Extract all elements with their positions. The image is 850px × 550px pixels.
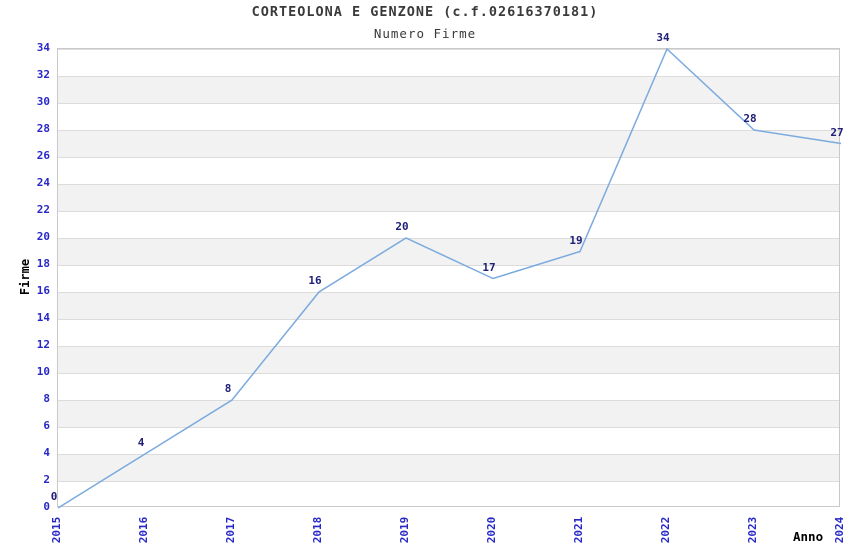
- y-tick-label: 4: [43, 446, 50, 459]
- y-tick-label: 32: [36, 68, 50, 81]
- y-tick-label: 24: [36, 176, 50, 189]
- y-tick-label: 18: [36, 257, 50, 270]
- data-point-label: 27: [830, 125, 844, 139]
- y-tick-label: 8: [43, 392, 50, 405]
- y-tick-label: 16: [36, 284, 50, 297]
- y-tick-label: 28: [36, 122, 50, 135]
- chart-title: CORTEOLONA E GENZONE (c.f.02616370181): [251, 4, 599, 20]
- x-tick-label: 2022: [659, 516, 672, 544]
- y-tick-label: 30: [36, 95, 50, 108]
- plot-area: [57, 47, 842, 509]
- x-tick-label: 2017: [224, 516, 237, 544]
- y-tick-label: 34: [36, 41, 50, 54]
- line-series-path: [57, 47, 842, 509]
- x-tick-label: 2021: [572, 516, 585, 544]
- data-point-label: 19: [569, 233, 583, 247]
- x-tick-label: 2015: [50, 516, 63, 544]
- x-tick-label: 2024: [833, 516, 846, 544]
- data-point-label: 20: [395, 220, 409, 233]
- data-point-label: 34: [656, 31, 670, 44]
- x-tick-label: 2020: [485, 516, 498, 544]
- data-point-label: 0: [50, 490, 58, 503]
- y-tick-label: 6: [43, 419, 50, 432]
- x-tick-label: 2016: [137, 516, 150, 544]
- line-series: [57, 47, 842, 509]
- y-axis-title: Firme: [18, 258, 32, 296]
- x-axis-title: Anno: [793, 529, 824, 544]
- y-tick-label: 0: [43, 500, 50, 513]
- x-tick-label: 2023: [746, 516, 759, 544]
- chart-subtitle: Numero Firme: [373, 26, 477, 41]
- y-tick-label: 20: [36, 230, 50, 243]
- y-tick-label: 22: [36, 203, 50, 216]
- y-tick-label: 26: [36, 149, 50, 162]
- y-tick-label: 12: [36, 338, 50, 351]
- data-point-label: 28: [743, 112, 757, 125]
- y-tick-label: 2: [43, 473, 50, 486]
- x-tick-label: 2018: [311, 516, 324, 544]
- data-point-label: 8: [224, 382, 232, 395]
- y-tick-label: 10: [36, 365, 50, 378]
- y-tick-label: 14: [36, 311, 50, 324]
- data-point-label: 4: [137, 436, 145, 449]
- data-point-label: 16: [308, 274, 322, 287]
- x-tick-label: 2019: [398, 516, 411, 544]
- data-point-label: 17: [482, 260, 496, 274]
